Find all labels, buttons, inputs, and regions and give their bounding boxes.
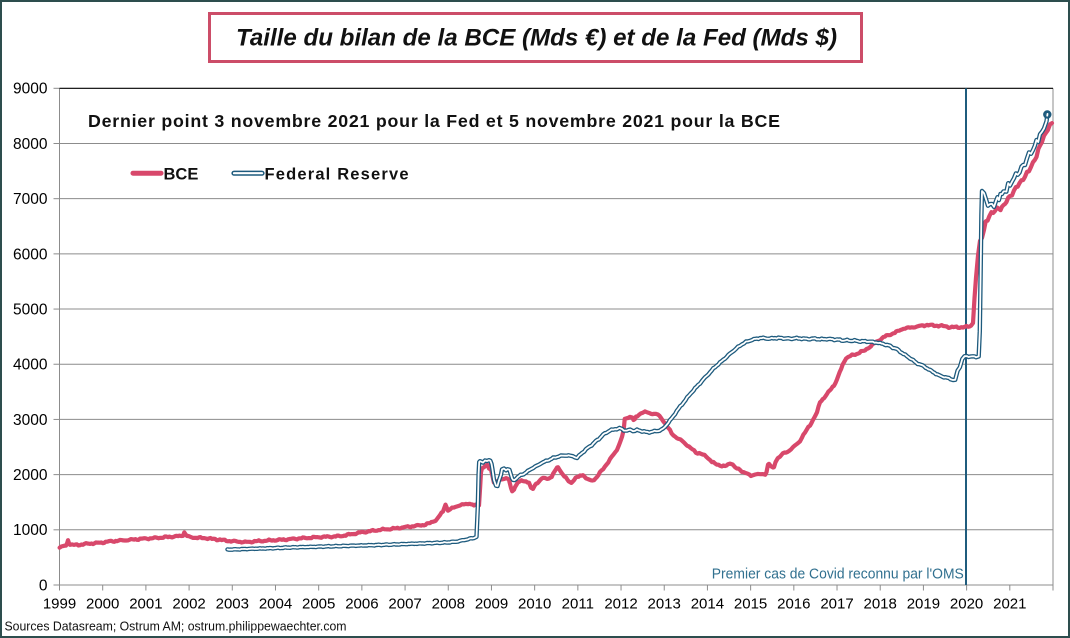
svg-text:6000: 6000 [13,246,48,263]
svg-text:Federal Reserve: Federal Reserve [265,166,409,184]
svg-text:2021: 2021 [993,596,1026,613]
svg-text:Sources Datasream; Ostrum AM;: Sources Datasream; Ostrum AM; ostrum.phi… [5,619,347,634]
svg-text:2017: 2017 [820,596,853,613]
svg-text:2019: 2019 [907,596,940,613]
svg-text:9000: 9000 [13,81,48,98]
svg-text:2016: 2016 [777,596,810,613]
svg-text:2005: 2005 [302,596,335,613]
svg-text:2015: 2015 [734,596,767,613]
svg-text:2014: 2014 [691,596,724,613]
svg-text:Premier cas de Covid reconnu p: Premier cas de Covid reconnu par l'OMS [712,565,964,582]
svg-text:2010: 2010 [518,596,551,613]
svg-text:2020: 2020 [950,596,983,613]
svg-text:2001: 2001 [129,596,162,613]
svg-text:Taille du bilan de la BCE (Mds: Taille du bilan de la BCE (Mds €) et de … [236,25,837,52]
svg-text:3000: 3000 [13,412,48,429]
svg-text:2000: 2000 [13,467,48,484]
svg-text:2018: 2018 [864,596,897,613]
svg-text:2011: 2011 [562,596,594,613]
svg-text:5000: 5000 [13,302,48,319]
svg-text:BCE: BCE [164,166,199,184]
svg-text:2008: 2008 [432,596,465,613]
svg-text:Dernier point 3 novembre 2021: Dernier point 3 novembre 2021 pour la Fe… [88,111,780,131]
svg-text:1000: 1000 [13,522,48,539]
svg-text:2003: 2003 [216,596,249,613]
svg-text:2000: 2000 [86,596,119,613]
svg-text:8000: 8000 [13,136,48,153]
svg-text:2007: 2007 [388,596,421,613]
svg-text:2012: 2012 [604,596,637,613]
svg-text:2009: 2009 [475,596,508,613]
svg-text:2006: 2006 [345,596,378,613]
svg-text:2004: 2004 [259,596,292,613]
svg-text:7000: 7000 [13,191,48,208]
svg-text:2013: 2013 [648,596,681,613]
svg-text:2002: 2002 [172,596,205,613]
svg-text:1999: 1999 [43,596,76,613]
svg-text:0: 0 [39,577,48,594]
svg-text:4000: 4000 [13,357,48,374]
